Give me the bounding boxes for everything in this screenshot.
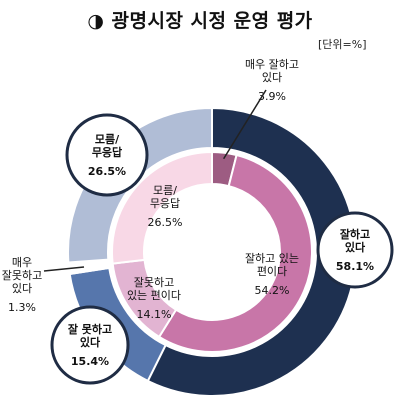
outer-2-leader bbox=[43, 266, 85, 272]
inner-2-label: 잘못하고 있는 편이다 14.1% bbox=[127, 275, 181, 321]
outer-callout-1-label: 잘 못하고 있다 15.4% bbox=[68, 322, 112, 368]
unit-label: [단위=%] bbox=[318, 38, 367, 51]
outer-2-label: 매우 잘못하고 있다 1.3% bbox=[2, 256, 42, 314]
inner-3-label: 모름/무응답 26.5% bbox=[148, 184, 183, 229]
inner-1-label: 잘하고 있는 편이다 54.2% bbox=[245, 251, 299, 297]
chart-title: ◑ 광명시장 시정 운영 평가 bbox=[87, 10, 313, 32]
outer-callout-0-label: 잘하고 있다 58.1% bbox=[336, 227, 374, 273]
outer-callout-1-circle bbox=[50, 305, 130, 385]
inner-0-label: 매우 잘하고 있다 3.9% bbox=[245, 57, 299, 103]
outer-slice-0 bbox=[146, 106, 357, 397]
outer-callout-3-label: 모름/무응답 26.5% bbox=[88, 133, 126, 178]
inner-slice-1 bbox=[157, 153, 313, 353]
outer-callout-3-circle bbox=[65, 113, 149, 197]
annotations: 잘하고 있다 58.1% 잘 못하고 있다 15.4% 모름/무응답 26.5% 매우 잘못하고 있… bbox=[2, 57, 394, 385]
inner-slice-3 bbox=[111, 150, 213, 265]
outer-slice-3 bbox=[67, 106, 213, 264]
outer-callout-0-circle bbox=[316, 211, 394, 289]
inner-0-leader bbox=[223, 89, 267, 160]
inner-ring bbox=[111, 150, 313, 353]
